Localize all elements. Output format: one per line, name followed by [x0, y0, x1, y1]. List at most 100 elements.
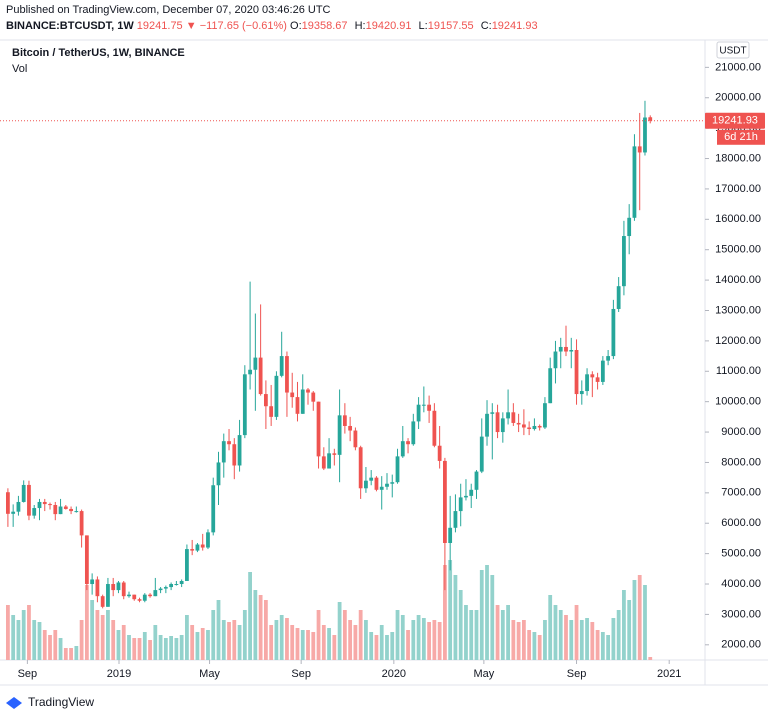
candle-body	[79, 511, 84, 536]
volume-bar	[11, 615, 16, 660]
candle-body	[285, 356, 289, 393]
candle-body	[48, 504, 52, 506]
candle-body	[263, 394, 268, 407]
volume-bar	[200, 628, 205, 660]
y-tick-label: 10000.00	[715, 396, 761, 408]
candle-body	[190, 549, 195, 551]
volume-bar	[321, 625, 326, 660]
candle-body	[206, 532, 210, 548]
candle-body	[390, 482, 395, 484]
candle-body	[6, 492, 10, 514]
ohlc-label: L:	[419, 20, 428, 32]
candle-body	[58, 506, 63, 515]
volume-bar	[332, 635, 337, 660]
volume-bar	[295, 628, 300, 660]
candle-body	[564, 346, 568, 352]
volume-bar	[569, 620, 574, 660]
volume-bar	[69, 648, 73, 660]
candle-body	[242, 374, 247, 436]
candle-body	[400, 441, 405, 457]
candle-body	[532, 425, 537, 430]
candle-body	[290, 392, 295, 398]
y-tick-label: 15000.00	[715, 244, 761, 256]
candle-body	[521, 424, 526, 428]
candle-body	[411, 421, 416, 445]
volume-bar	[643, 585, 647, 660]
volume-bar	[316, 610, 321, 660]
candle-body	[21, 484, 26, 502]
candle-body	[95, 579, 100, 597]
candle-body	[16, 501, 21, 512]
candle-body	[632, 146, 637, 218]
candle-body	[121, 582, 126, 597]
volume-bar	[490, 575, 495, 660]
candle-body	[142, 594, 147, 601]
volume-bar	[574, 605, 579, 660]
volume-bar	[485, 565, 489, 660]
y-tick-label: 20000.00	[715, 92, 761, 104]
x-tick-label: Sep	[567, 668, 587, 680]
candle-body	[590, 374, 595, 378]
candle-body	[211, 485, 216, 533]
volume-bar	[464, 605, 468, 660]
volume-bar	[622, 590, 626, 660]
volume-bar	[527, 630, 532, 660]
volume-bar	[500, 610, 505, 660]
volume-bar	[595, 630, 600, 660]
candle-body	[237, 435, 242, 466]
ohlc-value: 19157.55	[428, 20, 474, 32]
candle-body	[258, 357, 263, 395]
candle-body	[416, 404, 421, 422]
brand-name: TradingView	[28, 695, 94, 709]
volume-bar	[364, 620, 368, 660]
volume-bar	[348, 620, 353, 660]
ohlc-label: O:	[290, 20, 302, 32]
candle-body	[232, 444, 237, 466]
volume-bar	[627, 600, 632, 660]
volume-bar	[443, 565, 447, 660]
volume-bar	[279, 615, 284, 660]
candle-body	[348, 425, 353, 431]
candle-body	[90, 579, 95, 585]
currency-label: USDT	[719, 46, 746, 57]
volume-bar	[248, 572, 252, 660]
countdown-tag	[717, 129, 765, 145]
last-price: 19241.75	[137, 20, 183, 32]
volume-bar	[416, 615, 421, 660]
candle-body	[627, 217, 632, 237]
volume-bar	[342, 610, 347, 660]
candle-body	[321, 456, 326, 469]
candle-body	[174, 584, 179, 586]
y-tick-label: 21000.00	[715, 61, 761, 73]
volume-bar	[232, 620, 237, 660]
volume-bar	[532, 632, 537, 660]
candle-body	[495, 412, 500, 433]
volume-bar	[221, 620, 226, 660]
candle-body	[116, 582, 121, 591]
y-tick-label: 8000.00	[721, 456, 761, 468]
candle-body	[300, 389, 305, 414]
candle-body	[327, 453, 331, 469]
volume-bar	[163, 638, 168, 660]
ohlc-value: 19241.93	[492, 20, 538, 32]
volume-bar	[543, 620, 547, 660]
candle-body	[606, 356, 611, 361]
ohlc-value: 19420.91	[366, 20, 412, 32]
volume-bar	[174, 638, 179, 660]
candle-body	[137, 599, 142, 601]
candle-body	[11, 511, 16, 514]
volume-label: Vol	[12, 63, 27, 75]
candle-body	[63, 506, 68, 509]
volume-bar	[179, 635, 184, 660]
candle-body	[574, 350, 579, 395]
candle-body	[74, 511, 79, 513]
volume-bar	[648, 657, 653, 660]
volume-bar	[553, 605, 558, 660]
x-tick-label: Sep	[291, 668, 311, 680]
volume-bar	[32, 620, 37, 660]
volume-bar	[21, 610, 26, 660]
ohlc-label: H:	[355, 20, 366, 32]
x-tick-label: May	[473, 668, 494, 680]
candle-body	[516, 422, 521, 425]
candle-body	[248, 369, 252, 375]
